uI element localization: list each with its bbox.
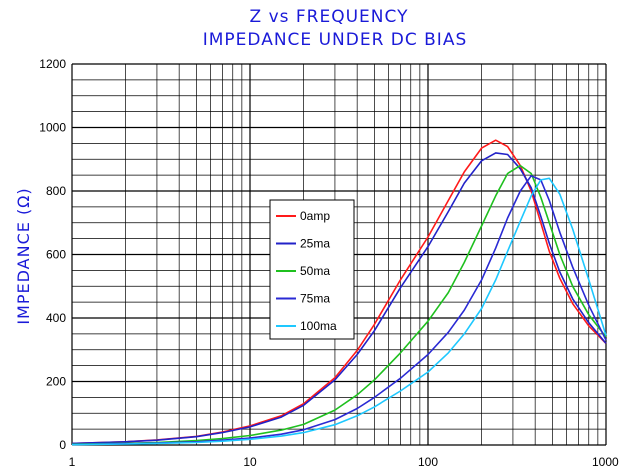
legend: 0amp 25ma 50ma 75ma 100ma xyxy=(269,199,355,340)
series-lines xyxy=(71,139,607,446)
y-tick-label: 1000 xyxy=(39,121,66,135)
legend-label: 75ma xyxy=(300,292,330,306)
y-axis-label: IMPEDANCE (Ω) xyxy=(14,187,33,324)
y-tick-label: 200 xyxy=(46,375,66,389)
y-tick-label: 800 xyxy=(46,184,66,198)
y-tick-label: 1200 xyxy=(39,57,66,71)
y-tick-label: 600 xyxy=(46,248,66,262)
x-tick-label: 10 xyxy=(243,455,257,469)
y-tick-label: 0 xyxy=(59,438,66,452)
x-tick-label: 100 xyxy=(418,455,438,469)
chart-title: Z vs FREQUENCY xyxy=(250,7,409,27)
series-line-50ma xyxy=(71,164,607,445)
legend-label: 100ma xyxy=(300,319,337,333)
series-line-25ma xyxy=(71,152,607,445)
chart-subtitle: IMPEDANCE UNDER DC BIAS xyxy=(203,30,468,50)
series-line-100ma xyxy=(71,177,607,446)
legend-box xyxy=(269,199,355,340)
x-tick-labels: 1 10 100 1000 xyxy=(69,455,619,469)
legend-label: 0amp xyxy=(300,209,330,223)
y-tick-labels: 0 200 400 600 800 1000 1200 xyxy=(39,57,66,452)
legend-label: 25ma xyxy=(300,237,330,251)
x-tick-label: 1 xyxy=(69,455,76,469)
y-tick-label: 400 xyxy=(46,311,66,325)
x-tick-label: 1000 xyxy=(592,455,619,469)
series-line-75ma xyxy=(71,175,607,446)
legend-label: 50ma xyxy=(300,264,330,278)
